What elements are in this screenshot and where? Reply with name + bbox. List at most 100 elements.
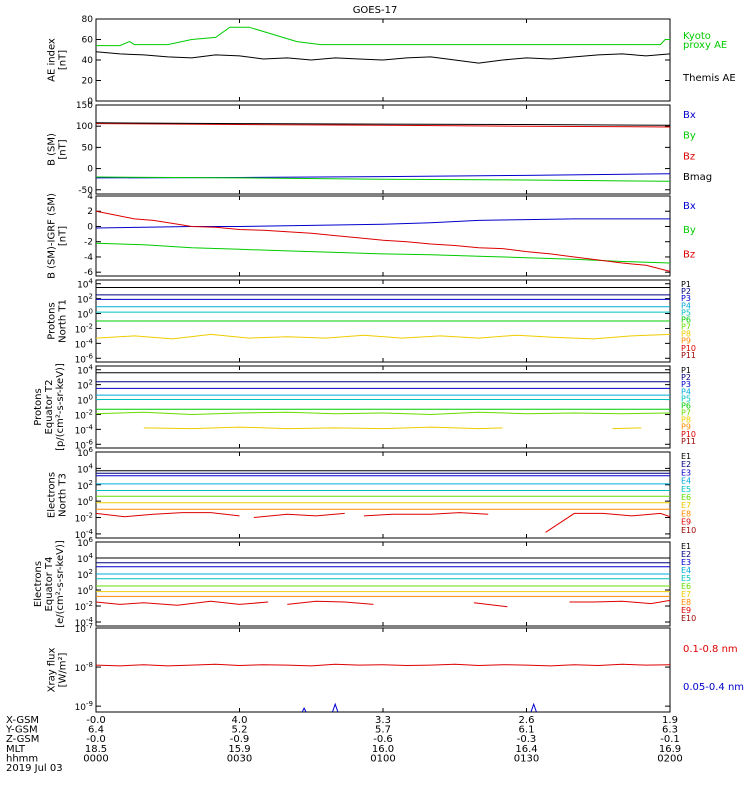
y-tick-label-en: 100 <box>77 495 93 508</box>
y-axis-label-xray: [W/m²] <box>58 652 69 687</box>
y-tick-label-bsm: 0 <box>87 165 93 175</box>
channel-label-pe-p10: P10 <box>681 430 696 439</box>
channel-label-ee-e4: E4 <box>681 566 691 575</box>
channel-label-ee-e3: E3 <box>681 558 691 567</box>
y-tick-label-pe: 104 <box>77 364 93 377</box>
x-axis-row-label-2: Z-GSM <box>6 734 39 745</box>
x-tick-value: 1.9 <box>662 715 678 726</box>
channel-label-pe-p6: P6 <box>681 401 691 410</box>
channel-label-pn-p3: P3 <box>681 294 691 303</box>
channel-label-pe-p3: P3 <box>681 380 691 389</box>
y-axis-label-ee: Equator T4 <box>44 557 55 612</box>
series-ee-e9b <box>287 600 374 605</box>
y-tick-label-pn: 10-6 <box>75 352 94 365</box>
channel-label-pe-p2: P2 <box>681 373 691 382</box>
y-tick-label-dbsm: -4 <box>84 253 93 263</box>
y-tick-label-dbsm: -6 <box>84 268 93 278</box>
y-tick-label-ae: 40 <box>82 56 94 66</box>
x-tick-value: 15.9 <box>228 744 250 755</box>
x-tick-value: -0.6 <box>373 734 393 745</box>
legend-ae-0: Kyoto <box>683 31 711 42</box>
series-dbsm-bz <box>96 210 670 272</box>
channel-label-pn-p9: P9 <box>681 337 691 346</box>
series-ee-e9a <box>96 600 269 606</box>
series-bsm-by <box>96 176 670 182</box>
channel-label-ee-e5: E5 <box>681 574 691 583</box>
channel-label-ee-e10: E10 <box>681 614 696 623</box>
x-axis-row-label-0: X-GSM <box>6 715 39 726</box>
x-tick-value: 5.2 <box>232 725 248 736</box>
legend-dbsm-1: By <box>683 225 696 236</box>
channel-label-en-e3: E3 <box>681 468 691 477</box>
legend-dbsm-2: Bz <box>683 249 695 260</box>
channel-label-pn-p6: P6 <box>681 315 691 324</box>
x-axis-row-label-1: Y-GSM <box>5 725 38 736</box>
y-axis-label-ee: [e/(cm²-s-sr-keV)] <box>55 540 66 628</box>
x-tick-value: 6.4 <box>88 725 104 736</box>
legend-ae-3: Themis AE <box>682 73 736 84</box>
channel-label-pn-p11: P11 <box>681 351 696 360</box>
y-tick-label-pn: 104 <box>77 278 93 291</box>
series-en-e9d <box>545 512 670 533</box>
y-tick-label-ee: 102 <box>77 568 93 581</box>
y-tick-label-ae: 80 <box>82 15 94 25</box>
channel-label-pe-p9: P9 <box>681 423 691 432</box>
y-axis-label-xray: Xray flux <box>47 648 58 693</box>
y-tick-label-pn: 100 <box>77 308 93 321</box>
series-ae-themis-ae <box>96 51 670 64</box>
series-bsm-bmag <box>96 122 670 126</box>
channel-label-pe-p7: P7 <box>681 409 691 418</box>
channel-label-pn-p4: P4 <box>681 301 691 310</box>
legend-dbsm-0: Bx <box>683 201 696 212</box>
series-pe-p8b <box>612 427 642 430</box>
x-tick-value: 5.7 <box>375 725 391 736</box>
y-tick-label-dbsm: 0 <box>87 222 93 232</box>
channel-label-pe-p11: P11 <box>681 437 696 446</box>
y-axis-label-bsm: B (SM) <box>47 133 58 166</box>
x-tick-value: -0.0 <box>86 715 106 726</box>
channel-label-en-e8: E8 <box>681 509 691 518</box>
channel-label-pe-p4: P4 <box>681 387 691 396</box>
y-tick-label-en: 10-2 <box>75 512 93 525</box>
channel-label-en-e1: E1 <box>681 452 691 461</box>
y-tick-label-ae: 20 <box>82 77 94 87</box>
y-axis-label-pn: Protons <box>47 302 58 339</box>
y-tick-label-en: 10-4 <box>75 528 94 541</box>
panel-frame-xray <box>95 627 671 713</box>
y-axis-label-pe: [p/(cm²-s-sr-keV)] <box>55 363 66 451</box>
y-tick-label-pe: 100 <box>77 394 93 407</box>
series-en-e9c <box>363 512 489 517</box>
y-tick-label-en: 106 <box>77 446 93 459</box>
y-tick-label-ee: 10-2 <box>75 600 93 613</box>
series-pn-p8 <box>96 333 670 340</box>
x-axis-row-label-3: MLT <box>6 744 26 755</box>
legend-ae-1: proxy AE <box>683 40 727 51</box>
y-axis-label-pe: Equator T2 <box>44 380 55 435</box>
legend-bsm-1: By <box>683 131 696 142</box>
x-tick-value: -0.0 <box>86 734 106 745</box>
y-tick-label-ee: 104 <box>77 552 93 565</box>
y-axis-label-pe: Protons <box>33 388 44 425</box>
channel-label-pn-p7: P7 <box>681 323 691 332</box>
y-tick-label-ae: 0 <box>87 97 93 107</box>
x-tick-value: -0.1 <box>660 734 680 745</box>
y-axis-label-dbsm: [nT] <box>58 226 69 246</box>
x-tick-value: 0000 <box>83 753 108 764</box>
channel-label-ee-e7: E7 <box>681 590 691 599</box>
channel-label-pe-p1: P1 <box>681 366 691 375</box>
series-xray-0-05-0-4-nm-a <box>301 706 307 712</box>
series-dbsm-by <box>96 242 670 264</box>
x-tick-value: 0030 <box>227 753 252 764</box>
y-tick-label-pn: 102 <box>77 293 93 306</box>
panel-frame-pe <box>95 365 671 449</box>
y-tick-label-bsm: 150 <box>76 101 93 111</box>
channel-label-pn-p5: P5 <box>681 308 691 317</box>
channel-label-pn-p2: P2 <box>681 287 691 296</box>
y-axis-label-dbsm: B (SM)-IGRF (SM) <box>47 193 58 279</box>
y-tick-label-ee: 100 <box>77 584 93 597</box>
channel-label-pn-p8: P8 <box>681 330 691 339</box>
y-tick-label-pe: 10-6 <box>75 438 94 451</box>
y-tick-label-dbsm: -2 <box>84 238 93 248</box>
series-bsm-bz <box>96 123 670 128</box>
